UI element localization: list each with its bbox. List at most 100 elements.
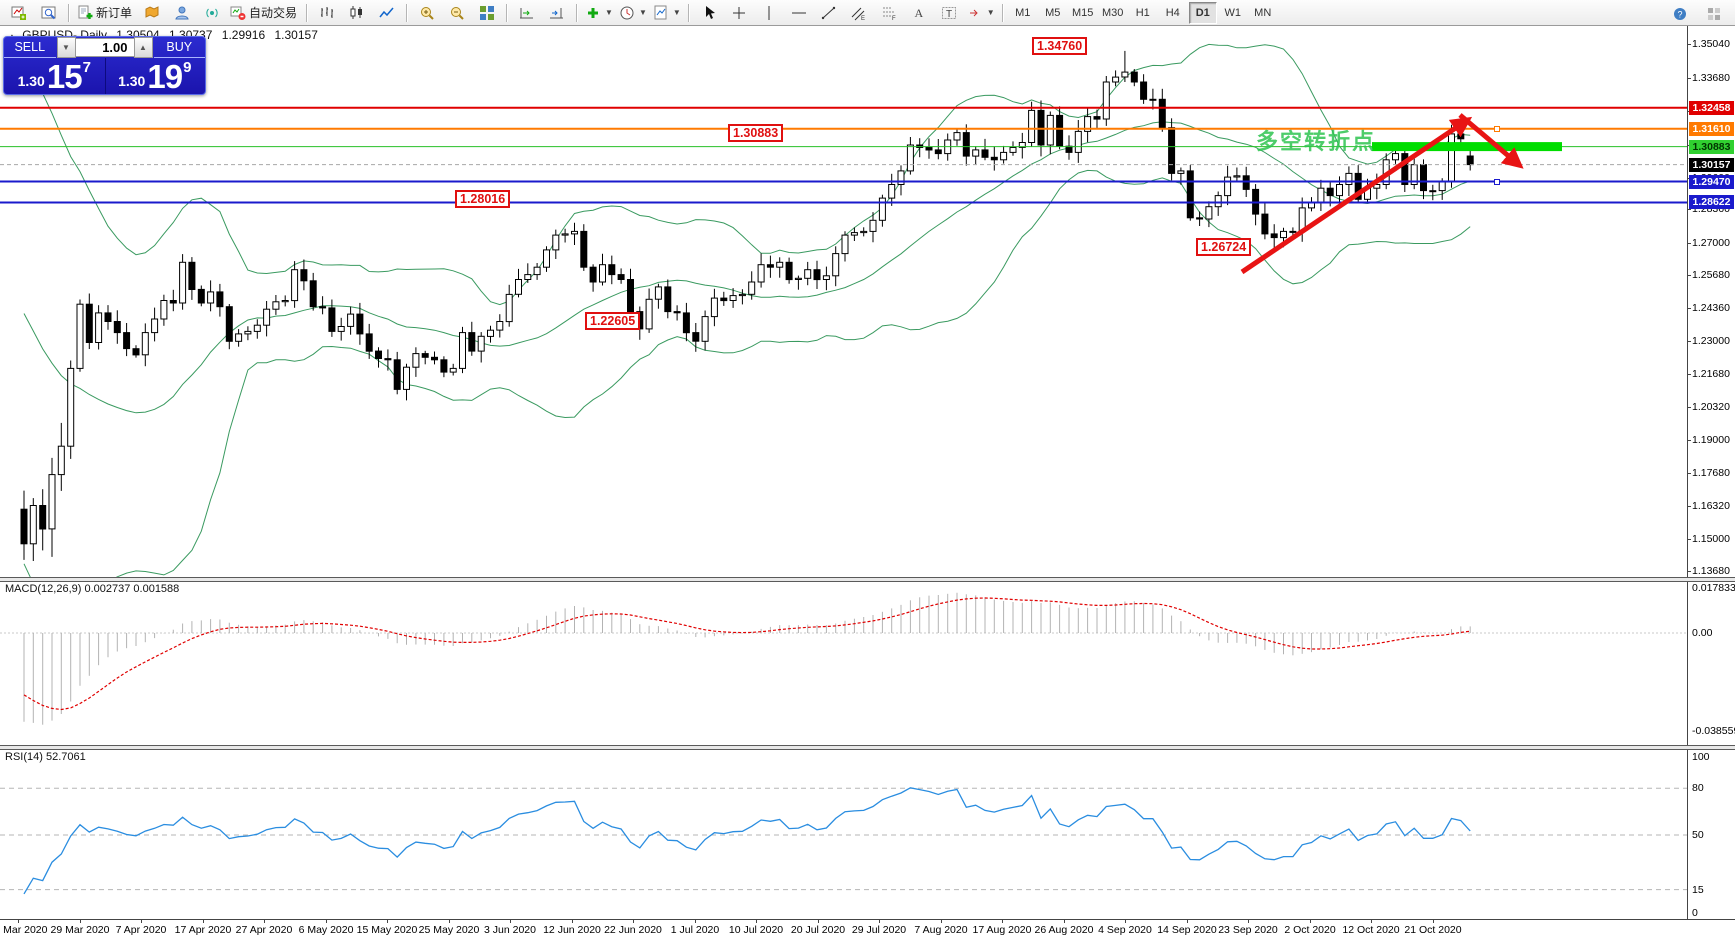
price-callout[interactable]: 1.26724 xyxy=(1196,238,1252,256)
chart-shift-button[interactable] xyxy=(542,1,572,25)
toolbar-separator xyxy=(687,3,690,22)
zoom-out-button[interactable] xyxy=(442,1,472,25)
vertical-line-tool-button[interactable] xyxy=(754,1,784,25)
line-drag-handle[interactable] xyxy=(1494,179,1500,185)
zoom-in-button[interactable] xyxy=(412,1,442,25)
pivot-band[interactable] xyxy=(1372,142,1562,152)
fibonacci-tool-button[interactable]: F xyxy=(874,1,904,25)
new-chart-icon xyxy=(11,6,26,20)
date-tick xyxy=(756,919,757,923)
channel-icon: E xyxy=(851,7,865,21)
crosshair-tool-button[interactable] xyxy=(724,1,754,25)
help-button[interactable]: ? xyxy=(1665,2,1695,26)
toolbar-separator xyxy=(406,3,409,22)
periods-button[interactable]: ▼ xyxy=(616,1,650,25)
buy-price-point: 9 xyxy=(183,59,192,76)
indicators-list-button[interactable]: ▼ xyxy=(582,1,616,25)
text-label-tool-button[interactable]: T xyxy=(934,1,964,25)
price-callout[interactable]: 1.30883 xyxy=(728,124,784,142)
line-drag-handle[interactable] xyxy=(1494,126,1500,132)
bar-chart-mode-button[interactable] xyxy=(312,1,342,25)
new-chart-button[interactable] xyxy=(4,1,34,25)
tile-windows-button[interactable] xyxy=(472,1,502,25)
new-order-button[interactable]: 新订单 xyxy=(74,1,137,25)
price-chart-canvas[interactable] xyxy=(0,26,1687,578)
profiles-button[interactable] xyxy=(34,1,64,25)
zoom-out-icon xyxy=(451,6,464,20)
candlestick-mode-button[interactable] xyxy=(342,1,372,25)
price-callout[interactable]: 1.28016 xyxy=(455,190,511,208)
timeframe-h4-button[interactable]: H4 xyxy=(1165,6,1180,19)
buy-price-base: 1.30 xyxy=(118,73,146,89)
pivot-annotation-text[interactable]: 多空转折点 xyxy=(1256,129,1377,154)
autotrading-icon xyxy=(230,6,246,20)
chart-area[interactable]: ▲ GBPUSD-,Daily 1.30504 1.30737 1.29916 … xyxy=(0,26,1735,942)
date-label: 21 Oct 2020 xyxy=(1404,924,1462,936)
window-layout-button[interactable] xyxy=(1699,2,1729,26)
trend-arrow-1[interactable] xyxy=(1240,116,1473,275)
date-label: 27 Apr 2020 xyxy=(235,924,293,936)
line-chart-mode-button[interactable] xyxy=(372,1,402,25)
terminal-button[interactable] xyxy=(197,1,227,25)
price-callout[interactable]: 1.34760 xyxy=(1032,37,1088,55)
price-tick-label: 1.16320 xyxy=(1692,500,1730,512)
templates-button[interactable]: ▼ xyxy=(650,1,684,25)
date-tick xyxy=(1310,919,1311,923)
auto-scroll-button[interactable] xyxy=(512,1,542,25)
navigator-button[interactable] xyxy=(167,1,197,25)
price-level-badge: 1.29470 xyxy=(1689,175,1734,189)
timeframe-m30-button[interactable]: M30 xyxy=(1102,6,1124,19)
price-tick xyxy=(1687,374,1691,375)
price-callout[interactable]: 1.22605 xyxy=(585,312,641,330)
trendline-tool-button[interactable] xyxy=(814,1,844,25)
order-panel-divider xyxy=(104,58,106,94)
timeframe-d1-button[interactable]: D1 xyxy=(1188,1,1217,24)
toolbar-separator xyxy=(1001,3,1004,22)
horizontal-line-tool-button[interactable] xyxy=(784,1,814,25)
candlestick-series[interactable] xyxy=(20,50,1474,561)
cursor-tool-button[interactable] xyxy=(694,1,724,25)
cursor-icon xyxy=(705,5,715,19)
timeframe-h1-button[interactable]: H1 xyxy=(1135,6,1150,19)
price-tick xyxy=(1687,308,1691,309)
price-tick-label: 1.35040 xyxy=(1692,38,1730,50)
sell-price-pips: 15 xyxy=(46,58,83,95)
timeframe-w1-button[interactable]: W1 xyxy=(1224,6,1241,19)
rsi-panel-canvas[interactable] xyxy=(0,749,1687,919)
sell-price[interactable]: 1.30 15 7 xyxy=(4,58,105,94)
date-label: 12 Oct 2020 xyxy=(1342,924,1400,936)
timeframe-m1-button[interactable]: M1 xyxy=(1015,6,1031,19)
date-tick xyxy=(326,919,327,923)
equidistant-channel-tool-button[interactable]: E xyxy=(844,1,874,25)
price-tick-label: 1.17680 xyxy=(1692,467,1730,479)
sell-button[interactable]: SELL xyxy=(4,37,56,58)
timeframe-m5-button[interactable]: M5 xyxy=(1045,6,1061,19)
volume-input[interactable]: 1.00 xyxy=(75,38,134,57)
panel-separator-rsi[interactable] xyxy=(0,745,1735,750)
autotrading-button[interactable]: 自动交易 xyxy=(227,1,302,25)
volume-increase-button[interactable]: ▲ xyxy=(133,37,153,58)
date-label: 7 Apr 2020 xyxy=(115,924,167,936)
zoom-in-icon xyxy=(421,6,434,20)
timeframe-m15-button[interactable]: M15 xyxy=(1072,6,1094,19)
date-tick xyxy=(572,919,573,923)
tile-windows-icon xyxy=(480,5,495,20)
price-tick xyxy=(1687,506,1691,507)
date-label: 20 Jul 2020 xyxy=(790,924,846,936)
timeframe-mn-button[interactable]: MN xyxy=(1254,6,1272,19)
text-tool-button[interactable]: A xyxy=(904,1,934,25)
arrows-tool-button[interactable]: ▼ xyxy=(964,1,998,25)
price-tick-label: 1.33680 xyxy=(1692,72,1730,84)
buy-price[interactable]: 1.30 19 9 xyxy=(105,58,206,94)
date-tick xyxy=(633,919,634,923)
autotrading-label: 自动交易 xyxy=(249,6,298,20)
price-tick-label: 1.15000 xyxy=(1692,533,1730,545)
market-watch-button[interactable] xyxy=(137,1,167,25)
trend-arrow-2[interactable] xyxy=(1458,113,1524,169)
volume-decrease-button[interactable]: ▼ xyxy=(56,37,76,58)
macd-panel-canvas[interactable] xyxy=(0,581,1687,746)
svg-text:F: F xyxy=(892,16,896,21)
buy-button[interactable]: BUY xyxy=(153,37,205,58)
panel-separator-macd[interactable] xyxy=(0,577,1735,582)
price-tick-label: 1.24360 xyxy=(1692,302,1730,314)
